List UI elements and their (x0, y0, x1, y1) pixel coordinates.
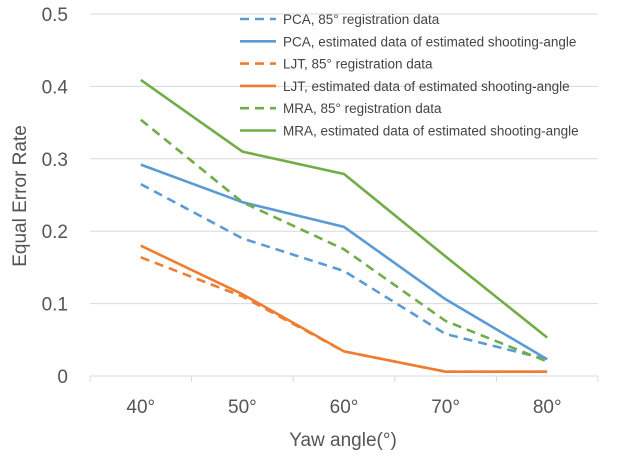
legend-label: PCA, 85° registration data (283, 12, 440, 27)
series-line-6 (140, 78, 549, 339)
x-axis-title: Yaw angle(°) (289, 430, 397, 451)
x-axis (89, 375, 599, 382)
legend-label: LJT, estimated data of estimated shootin… (283, 79, 570, 94)
y-axis-title: Equal Error Rate (10, 125, 31, 267)
series-line-2 (140, 163, 548, 361)
x-tick-label: 60° (330, 397, 359, 418)
y-tick-label: 0.1 (42, 295, 68, 316)
series-line-4 (140, 244, 548, 374)
x-tick-label: 80° (533, 397, 562, 418)
y-axis-tick-labels: 0 0.1 0.2 0.3 0.4 0.5 (42, 5, 69, 388)
legend-label: LJT, 85° registration data (283, 57, 433, 72)
y-tick-label: 0 (57, 367, 68, 388)
x-tick-label: 40° (126, 397, 155, 418)
legend-label: PCA, estimated data of estimated shootin… (283, 34, 576, 49)
y-tick-label: 0.3 (42, 150, 68, 171)
legend: PCA, 85° registration data PCA, estimated… (240, 12, 579, 139)
y-tick-label: 0.2 (42, 222, 68, 243)
x-axis-tick-labels: 40° 50° 60° 70° 80° (126, 397, 561, 418)
series-line-5 (139, 118, 548, 363)
gridlines (90, 13, 598, 305)
legend-label: MRA, 85° registration data (283, 101, 442, 116)
series-line-1 (140, 182, 548, 361)
y-tick-label: 0.5 (42, 5, 68, 26)
series-lines (139, 78, 549, 374)
y-tick-label: 0.4 (42, 77, 69, 98)
x-tick-label: 50° (228, 397, 257, 418)
x-tick-label: 70° (431, 397, 460, 418)
legend-label: MRA, estimated data of estimated shootin… (283, 124, 579, 139)
